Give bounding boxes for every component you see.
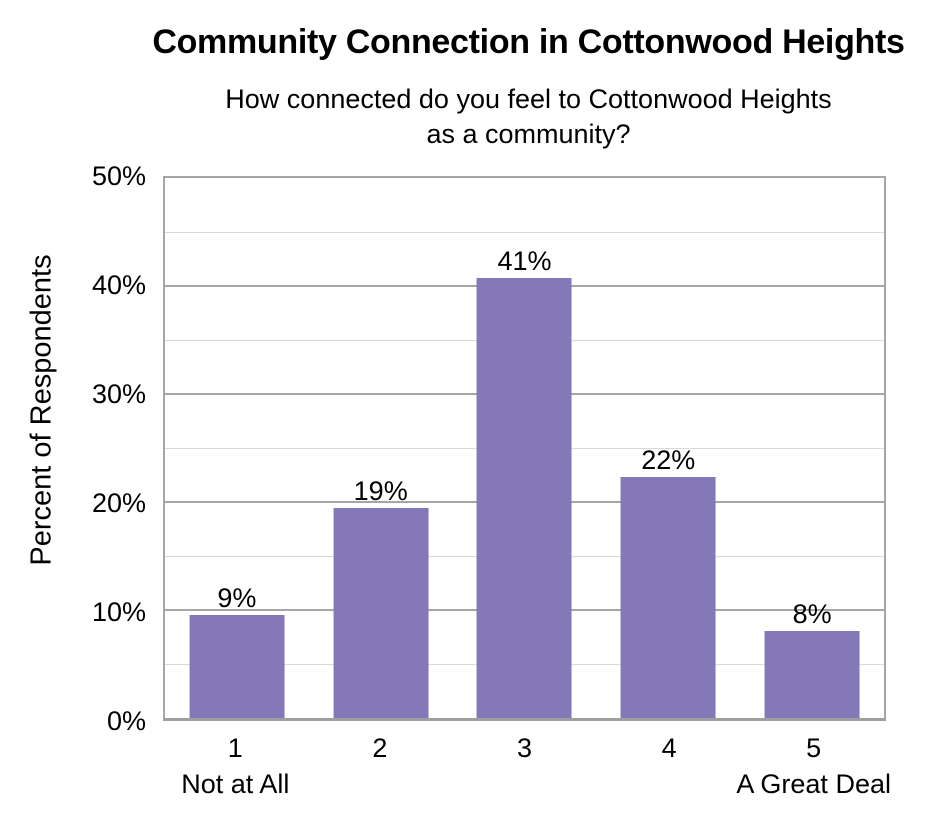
chart-subtitle: How connected do you feel to Cottonwood … [112, 82, 945, 152]
chart-subtitle-line-1: How connected do you feel to Cottonwood … [225, 84, 832, 114]
x-tick-slot-1: 1 Not at All [163, 731, 308, 800]
x-axis-endpoint-label-5: A Great Deal [736, 769, 891, 799]
bar-slot-1: 9% [165, 178, 309, 718]
bar-value-label-3: 41% [497, 246, 552, 277]
bar-slot-4: 22% [596, 178, 740, 718]
chart-title: Community Connection in Cottonwood Heigh… [152, 23, 905, 61]
y-tick-label-20: 20% [91, 488, 146, 518]
bars-layer: 9% 19% 41% 22% 8% [165, 178, 884, 718]
x-tick-label-5: 5 [806, 733, 822, 763]
y-tick-label-50: 50% [91, 161, 146, 191]
x-tick-slot-3: 3 [452, 731, 597, 800]
bar-value-label-5: 8% [792, 598, 832, 629]
bar-1[interactable] [189, 615, 285, 718]
x-tick-slot-2: 2 [308, 731, 453, 800]
bar-slot-5: 8% [740, 178, 884, 718]
x-tick-label-2: 2 [372, 733, 388, 763]
x-tick-slot-4: 4 [597, 731, 742, 800]
plot-area: 9% 19% 41% 22% 8% [163, 176, 886, 721]
bar-value-label-4: 22% [641, 445, 696, 476]
y-tick-label-30: 30% [91, 379, 146, 409]
bar-5[interactable] [764, 630, 860, 718]
bar-value-label-1: 9% [217, 583, 257, 614]
y-tick-label-10: 10% [91, 597, 146, 627]
x-axis-tick-labels: 1 Not at All 2 3 4 5 A Great Deal [163, 731, 891, 800]
bar-3[interactable] [477, 278, 572, 718]
x-tick-slot-5: 5 A Great Deal [736, 731, 891, 800]
bar-slot-2: 19% [309, 178, 453, 718]
bar-2[interactable] [333, 508, 429, 718]
bar-4[interactable] [620, 477, 716, 718]
y-tick-label-0: 0% [106, 706, 146, 736]
y-tick-label-40: 40% [91, 270, 146, 300]
x-axis-endpoint-label-1: Not at All [181, 769, 290, 799]
chart-subtitle-line-2: as a community? [426, 119, 631, 149]
bar-slot-3: 41% [453, 178, 597, 718]
y-axis-tick-labels: 0% 10% 20% 30% 40% 50% [0, 161, 146, 736]
x-tick-label-4: 4 [661, 733, 677, 763]
x-tick-label-1: 1 [227, 733, 243, 763]
chart-header: Community Connection in Cottonwood Heigh… [112, 20, 945, 152]
bar-value-label-2: 19% [353, 476, 408, 507]
x-tick-label-3: 3 [516, 733, 532, 763]
